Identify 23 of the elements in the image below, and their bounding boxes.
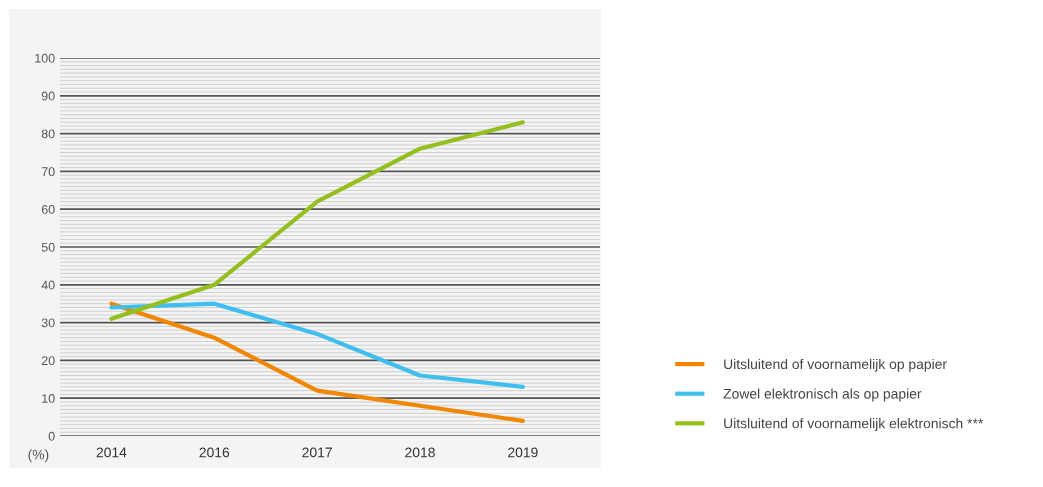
legend-label: Zowel elektronisch als op papier — [723, 388, 922, 402]
x-tick-label: 2019 — [508, 447, 538, 458]
y-tick-label: 30 — [41, 318, 55, 328]
y-tick-label: 40 — [41, 280, 55, 290]
x-tick-label: 2016 — [199, 447, 230, 458]
x-tick-label: 2014 — [96, 447, 127, 458]
x-tick-label: 2018 — [405, 447, 435, 458]
text: (%) — [28, 449, 49, 463]
y-tick-label: 60 — [41, 205, 55, 214]
y-tick-label: 50 — [41, 242, 55, 252]
x-tick-label: 2017 — [302, 447, 332, 458]
y-tick-label: 70 — [41, 167, 55, 177]
legend-label: Uitsluitend of voornamelijk elektronisch *** — [724, 418, 984, 432]
y-tick-label: 20 — [41, 356, 55, 366]
y-tick-label: 0 — [48, 431, 55, 441]
line-series — [109, 120, 525, 321]
line-series — [109, 301, 525, 423]
legend-label: Uitsluitend of voornamelijk op papier — [724, 358, 947, 372]
y-tick-label: 90 — [41, 91, 55, 101]
line-series — [109, 301, 525, 389]
y-tick-label: 100 — [35, 53, 55, 63]
y-tick-label: 10 — [42, 394, 55, 403]
y-tick-label: 80 — [41, 129, 55, 139]
